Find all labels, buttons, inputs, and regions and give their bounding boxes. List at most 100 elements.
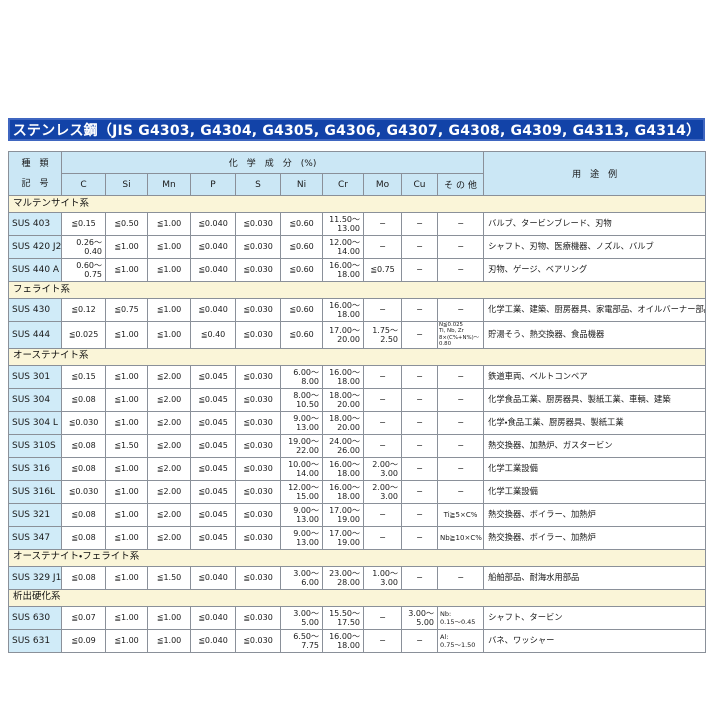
composition-cell: ≦1.00 bbox=[147, 212, 191, 236]
composition-cell: ≦1.00 bbox=[105, 605, 148, 630]
composition-cell: 0.60～ 0.75 bbox=[61, 258, 106, 282]
composition-cell: ≦0.030 bbox=[235, 298, 281, 322]
composition-cell: 3.00～ 6.00 bbox=[280, 565, 323, 590]
composition-cell: ≦0.030 bbox=[235, 433, 281, 458]
composition-cell: ≦0.045 bbox=[190, 502, 236, 527]
composition-cell: ≦2.00 bbox=[147, 364, 191, 389]
header-row-groups: 種 類 記 号 化 学 成 分 (%) 用 途 例 bbox=[8, 151, 707, 196]
composition-cell: ≦0.08 bbox=[61, 433, 106, 458]
grade-cell: SUS 403 bbox=[8, 212, 62, 236]
composition-cell: ≦0.60 bbox=[280, 235, 323, 259]
composition-cell: ≦0.12 bbox=[61, 298, 106, 322]
composition-cell: ≦0.025 bbox=[61, 321, 106, 349]
grade-cell: SUS 440 A bbox=[8, 258, 62, 282]
symbol-header-label: 記 号 bbox=[21, 178, 49, 189]
composition-cell: ≦1.00 bbox=[105, 502, 148, 527]
grade-cell: SUS 304 L bbox=[8, 410, 62, 435]
composition-cell: ≦0.045 bbox=[190, 387, 236, 412]
grade-cell: SUS 301 bbox=[8, 364, 62, 389]
usage-cell: 化学工業、建築、厨房器具、家電部品、オイルバーナー部品 bbox=[483, 298, 707, 322]
composition-cell: − bbox=[363, 525, 402, 550]
composition-cell: 16.00～ 18.00 bbox=[322, 258, 364, 282]
section-row: マルテンサイト系 bbox=[7, 195, 707, 213]
composition-cell: ≦0.08 bbox=[61, 387, 106, 412]
composition-cell: ≦2.00 bbox=[147, 525, 191, 550]
composition-cell: ≦0.50 bbox=[105, 212, 148, 236]
composition-cell: ≦0.030 bbox=[235, 321, 281, 349]
usage-cell: シャフト、刃物、医療機器、ノズル、バルブ bbox=[483, 235, 707, 259]
composition-cell: ≦0.030 bbox=[235, 410, 281, 435]
composition-cell: ≦0.040 bbox=[190, 628, 236, 653]
composition-cell: ≦0.08 bbox=[61, 565, 106, 590]
grade-cell: SUS 631 bbox=[8, 628, 62, 653]
composition-cell: ≦0.040 bbox=[190, 298, 236, 322]
composition-cell: 18.00～ 20.00 bbox=[322, 387, 364, 412]
table-row: SUS 631 ≦0.09 ≦1.00 ≦1.00 ≦0.040 ≦0.030 6.50～ … bbox=[8, 628, 707, 653]
composition-cell: ≦1.00 bbox=[105, 525, 148, 550]
section-label: オーステナイト系 bbox=[7, 347, 707, 366]
composition-header: 化 学 成 分 (%) bbox=[60, 151, 485, 174]
composition-cell: ≦0.030 bbox=[235, 456, 281, 481]
grade-cell: SUS 304 bbox=[8, 387, 62, 412]
table-row: SUS 316 ≦0.08 ≦1.00 ≦2.00 ≦0.045 ≦0.030 10.00～… bbox=[8, 456, 707, 481]
table-row: SUS 321 ≦0.08 ≦1.00 ≦2.00 ≦0.045 ≦0.030 9.00～ … bbox=[8, 502, 707, 527]
usage-cell: 貯湯そう、熱交換器、食品機器 bbox=[483, 321, 707, 349]
composition-cell: Al: 0.75～1.50 bbox=[436, 628, 485, 653]
section-label: フェライト系 bbox=[7, 281, 707, 299]
composition-cell: 12.00～ 14.00 bbox=[322, 235, 364, 259]
composition-cell: − bbox=[436, 258, 485, 282]
composition-cell: − bbox=[436, 410, 485, 435]
composition-cell: 16.00～ 18.00 bbox=[322, 456, 364, 481]
composition-cell: ≦0.60 bbox=[280, 212, 323, 236]
composition-cell: − bbox=[401, 479, 438, 504]
composition-cell: ≦0.030 bbox=[235, 502, 281, 527]
table-row: SUS 304 L ≦0.030 ≦1.00 ≦2.00 ≦0.045 ≦0.030 9.0… bbox=[8, 410, 707, 435]
page-title: ステンレス鋼（JIS G4303, G4304, G4305, G4306, G… bbox=[8, 118, 705, 141]
usage-cell: 化学工業設備 bbox=[483, 456, 707, 481]
element-header: Mo bbox=[363, 173, 402, 196]
composition-cell: ≦1.00 bbox=[105, 456, 148, 481]
page-title-text: ステンレス鋼（JIS G4303, G4304, G4305, G4306, G… bbox=[12, 122, 701, 139]
composition-cell: ≦0.045 bbox=[190, 525, 236, 550]
section-label: 析出硬化系 bbox=[7, 588, 707, 607]
composition-cell: ≦0.030 bbox=[235, 479, 281, 504]
element-header: Ni bbox=[280, 173, 323, 196]
composition-cell: 2.00～ 3.00 bbox=[363, 456, 402, 481]
composition-cell: ≦1.50 bbox=[105, 433, 148, 458]
composition-cell: ≦0.08 bbox=[61, 525, 106, 550]
composition-cell: − bbox=[436, 433, 485, 458]
table-row: SUS 304 ≦0.08 ≦1.00 ≦2.00 ≦0.045 ≦0.030 8.00～ … bbox=[8, 387, 707, 412]
composition-cell: 23.00～ 28.00 bbox=[322, 565, 364, 590]
composition-cell: ≦2.00 bbox=[147, 456, 191, 481]
composition-cell: 17.00～ 20.00 bbox=[322, 321, 364, 349]
composition-cell: − bbox=[401, 258, 438, 282]
composition-cell: − bbox=[401, 321, 438, 349]
composition-cell: ≦0.045 bbox=[190, 456, 236, 481]
grade-cell: SUS 420 J2 bbox=[8, 235, 62, 259]
section-row: オーステナイト・フェライト系 bbox=[7, 548, 707, 567]
composition-cell: 16.00～ 18.00 bbox=[322, 364, 364, 389]
composition-cell: ≦1.00 bbox=[147, 321, 191, 349]
usage-cell: バネ、ワッシャー bbox=[483, 628, 707, 653]
composition-cell: 18.00～ 20.00 bbox=[322, 410, 364, 435]
composition-cell: ≦0.040 bbox=[190, 212, 236, 236]
composition-cell: − bbox=[363, 628, 402, 653]
usage-cell: シャフト、タービン bbox=[483, 605, 707, 630]
composition-cell: ≦1.00 bbox=[147, 628, 191, 653]
composition-cell: − bbox=[401, 565, 438, 590]
composition-cell: ≦0.030 bbox=[235, 235, 281, 259]
composition-cell: ≦0.75 bbox=[105, 298, 148, 322]
composition-cell: ≦2.00 bbox=[147, 502, 191, 527]
composition-cell: − bbox=[401, 410, 438, 435]
composition-cell: ≦0.030 bbox=[235, 628, 281, 653]
table-row: SUS 403 ≦0.15 ≦0.50 ≦1.00 ≦0.040 ≦0.030 ≦0.60 1… bbox=[8, 212, 707, 236]
table-row: SUS 310S ≦0.08 ≦1.50 ≦2.00 ≦0.045 ≦0.030 19.00… bbox=[8, 433, 707, 458]
type-header-label: 種 類 bbox=[21, 158, 49, 169]
composition-cell: ≦1.00 bbox=[105, 410, 148, 435]
composition-cell: ≦0.75 bbox=[363, 258, 402, 282]
composition-cell: − bbox=[363, 433, 402, 458]
stainless-steel-spec-table: 種 類 記 号 化 学 成 分 (%) 用 途 例 C Si Mn P S Ni Cr Mo C… bbox=[7, 151, 707, 653]
usage-cell: 化学工業設備 bbox=[483, 479, 707, 504]
composition-cell: ≦1.00 bbox=[105, 479, 148, 504]
composition-cell: ≦0.07 bbox=[61, 605, 106, 630]
